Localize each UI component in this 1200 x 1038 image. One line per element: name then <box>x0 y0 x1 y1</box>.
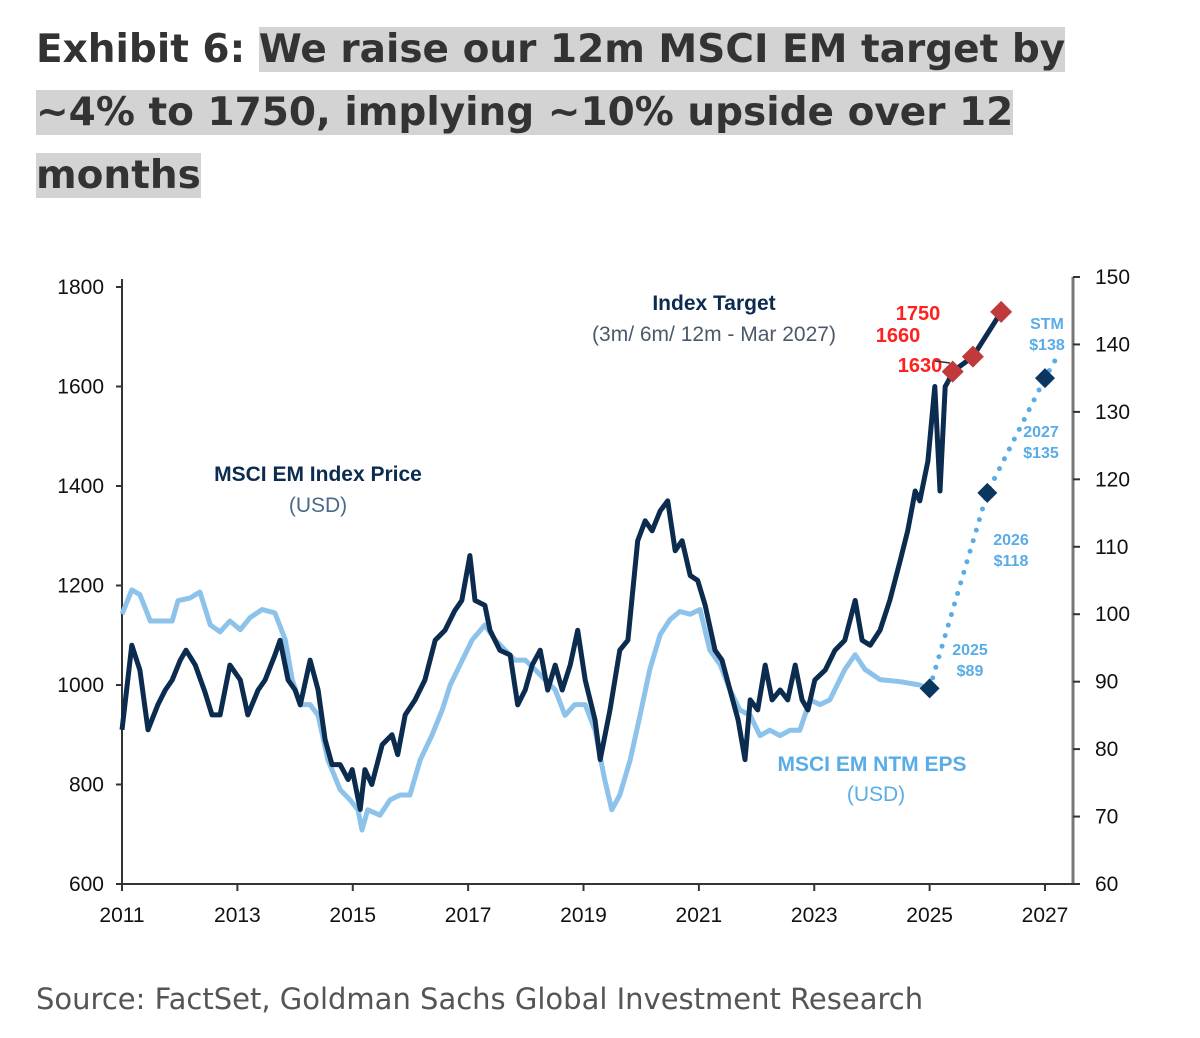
y-right-tick-label: 90 <box>1095 671 1118 694</box>
y-right-tick-label: 140 <box>1095 333 1130 356</box>
price-line <box>119 380 951 812</box>
x-tick-label: 2021 <box>676 904 723 927</box>
price-series-label: MSCI EM Index Price <box>214 463 422 486</box>
eps-forecast-marker <box>1035 368 1055 389</box>
price-series-unit: (USD) <box>289 494 347 517</box>
target-value-label: 1750 <box>896 303 941 325</box>
y-right-tick-label: 100 <box>1095 603 1130 626</box>
y-right-tick-label: 80 <box>1095 738 1118 761</box>
eps-forecast-marker <box>919 678 940 699</box>
eps-forecast-year: 2027 <box>1023 424 1059 441</box>
eps-series-label: MSCI EM NTM EPS <box>777 753 966 776</box>
eps-forecast-year: 2026 <box>993 532 1029 549</box>
target-marker <box>941 360 964 383</box>
y-right-tick-label: 150 <box>1095 266 1130 289</box>
y-left-tick-label: 600 <box>69 873 104 896</box>
x-tick-label: 2013 <box>214 904 261 927</box>
stm-value: $138 <box>1029 337 1065 354</box>
x-tick-label: 2023 <box>791 904 838 927</box>
eps-forecast-line <box>927 355 1059 691</box>
target-value-label: 1630 <box>898 355 943 377</box>
x-tick-label: 2019 <box>560 904 607 927</box>
target-marker <box>990 300 1013 323</box>
y-left-tick-label: 1000 <box>57 674 104 697</box>
target-value-label: 1660 <box>876 325 921 347</box>
eps-forecast-value: $89 <box>957 663 984 680</box>
chart: 600 800 1000 1200 1400 1600 1800 60 70 80 90 100 110… <box>57 266 1130 927</box>
x-tick-label: 2015 <box>329 904 376 927</box>
eps-forecast-value: $118 <box>994 553 1029 570</box>
target-leader-line <box>934 360 951 364</box>
x-tick-label: 2027 <box>1022 904 1069 927</box>
stm-label: STM <box>1030 316 1064 333</box>
source-note: Source: FactSet, Goldman Sachs Global In… <box>36 982 924 1016</box>
x-tick-label: 2017 <box>445 904 492 927</box>
y-left-tick-label: 1600 <box>57 376 104 399</box>
y-right-tick-label: 60 <box>1095 873 1118 896</box>
y-right-tick-label: 130 <box>1095 401 1130 424</box>
title-prefix: Exhibit 6: <box>36 27 259 72</box>
target-series-sub: (3m/ 6m/ 12m - Mar 2027) <box>592 323 836 346</box>
y-right-tick-label: 120 <box>1095 468 1130 491</box>
y-left-tick-label: 1200 <box>57 575 104 598</box>
target-series-label: Index Target <box>652 292 775 315</box>
x-tick-label: 2025 <box>906 904 953 927</box>
chart-title: Exhibit 6: We raise our 12m MSCI EM targ… <box>36 18 1156 207</box>
eps-forecast-year: 2025 <box>952 642 988 659</box>
eps-forecast-value: $135 <box>1023 445 1059 462</box>
y-left-tick-label: 800 <box>69 774 104 797</box>
eps-series-unit: (USD) <box>847 783 905 806</box>
y-left-tick-label: 1800 <box>57 276 104 299</box>
y-left-tick-label: 1400 <box>57 475 104 498</box>
x-tick-label: 2011 <box>99 904 144 927</box>
y-right-tick-label: 70 <box>1095 806 1118 829</box>
eps-forecast-marker <box>977 482 998 503</box>
y-right-tick-label: 110 <box>1095 536 1128 559</box>
target-marker <box>961 345 984 368</box>
